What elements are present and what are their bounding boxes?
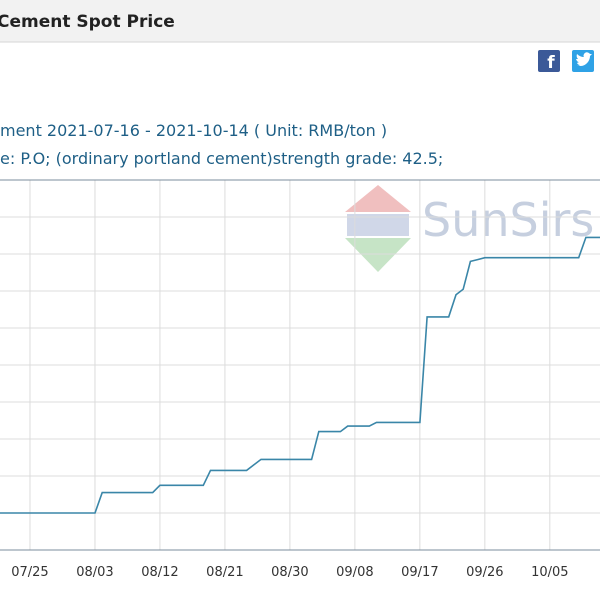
- svg-text:f: f: [547, 53, 555, 73]
- x-tick-label: 09/17: [401, 565, 438, 580]
- x-tick-label: 08/03: [76, 565, 113, 580]
- x-tick-label: 10/05: [531, 565, 568, 580]
- x-tick-label: 08/12: [141, 565, 178, 580]
- x-tick-label: 09/26: [466, 565, 503, 580]
- header-bar: [0, 0, 600, 42]
- watermark-logo: [345, 185, 411, 272]
- page-title: Cement Spot Price: [0, 12, 175, 32]
- plot: 07/25 08/03 08/12 08/21 08/30 09/08 09/17 09/26…: [0, 179, 600, 580]
- price-line: [0, 236, 600, 514]
- date-range: ment 2021-07-16 - 2021-10-14 ( Unit: RMB…: [0, 121, 387, 140]
- twitter-button[interactable]: [572, 50, 594, 72]
- x-tick-label: 07/25: [11, 565, 48, 580]
- watermark: SunSirs: [422, 193, 594, 247]
- spec: e: P.O; (ordinary portland cement)streng…: [0, 149, 443, 168]
- x-tick-label: 08/21: [206, 565, 243, 580]
- facebook-button[interactable]: f: [538, 50, 560, 73]
- x-tick-label: 09/08: [336, 565, 373, 580]
- x-tick-label: 08/30: [271, 565, 308, 580]
